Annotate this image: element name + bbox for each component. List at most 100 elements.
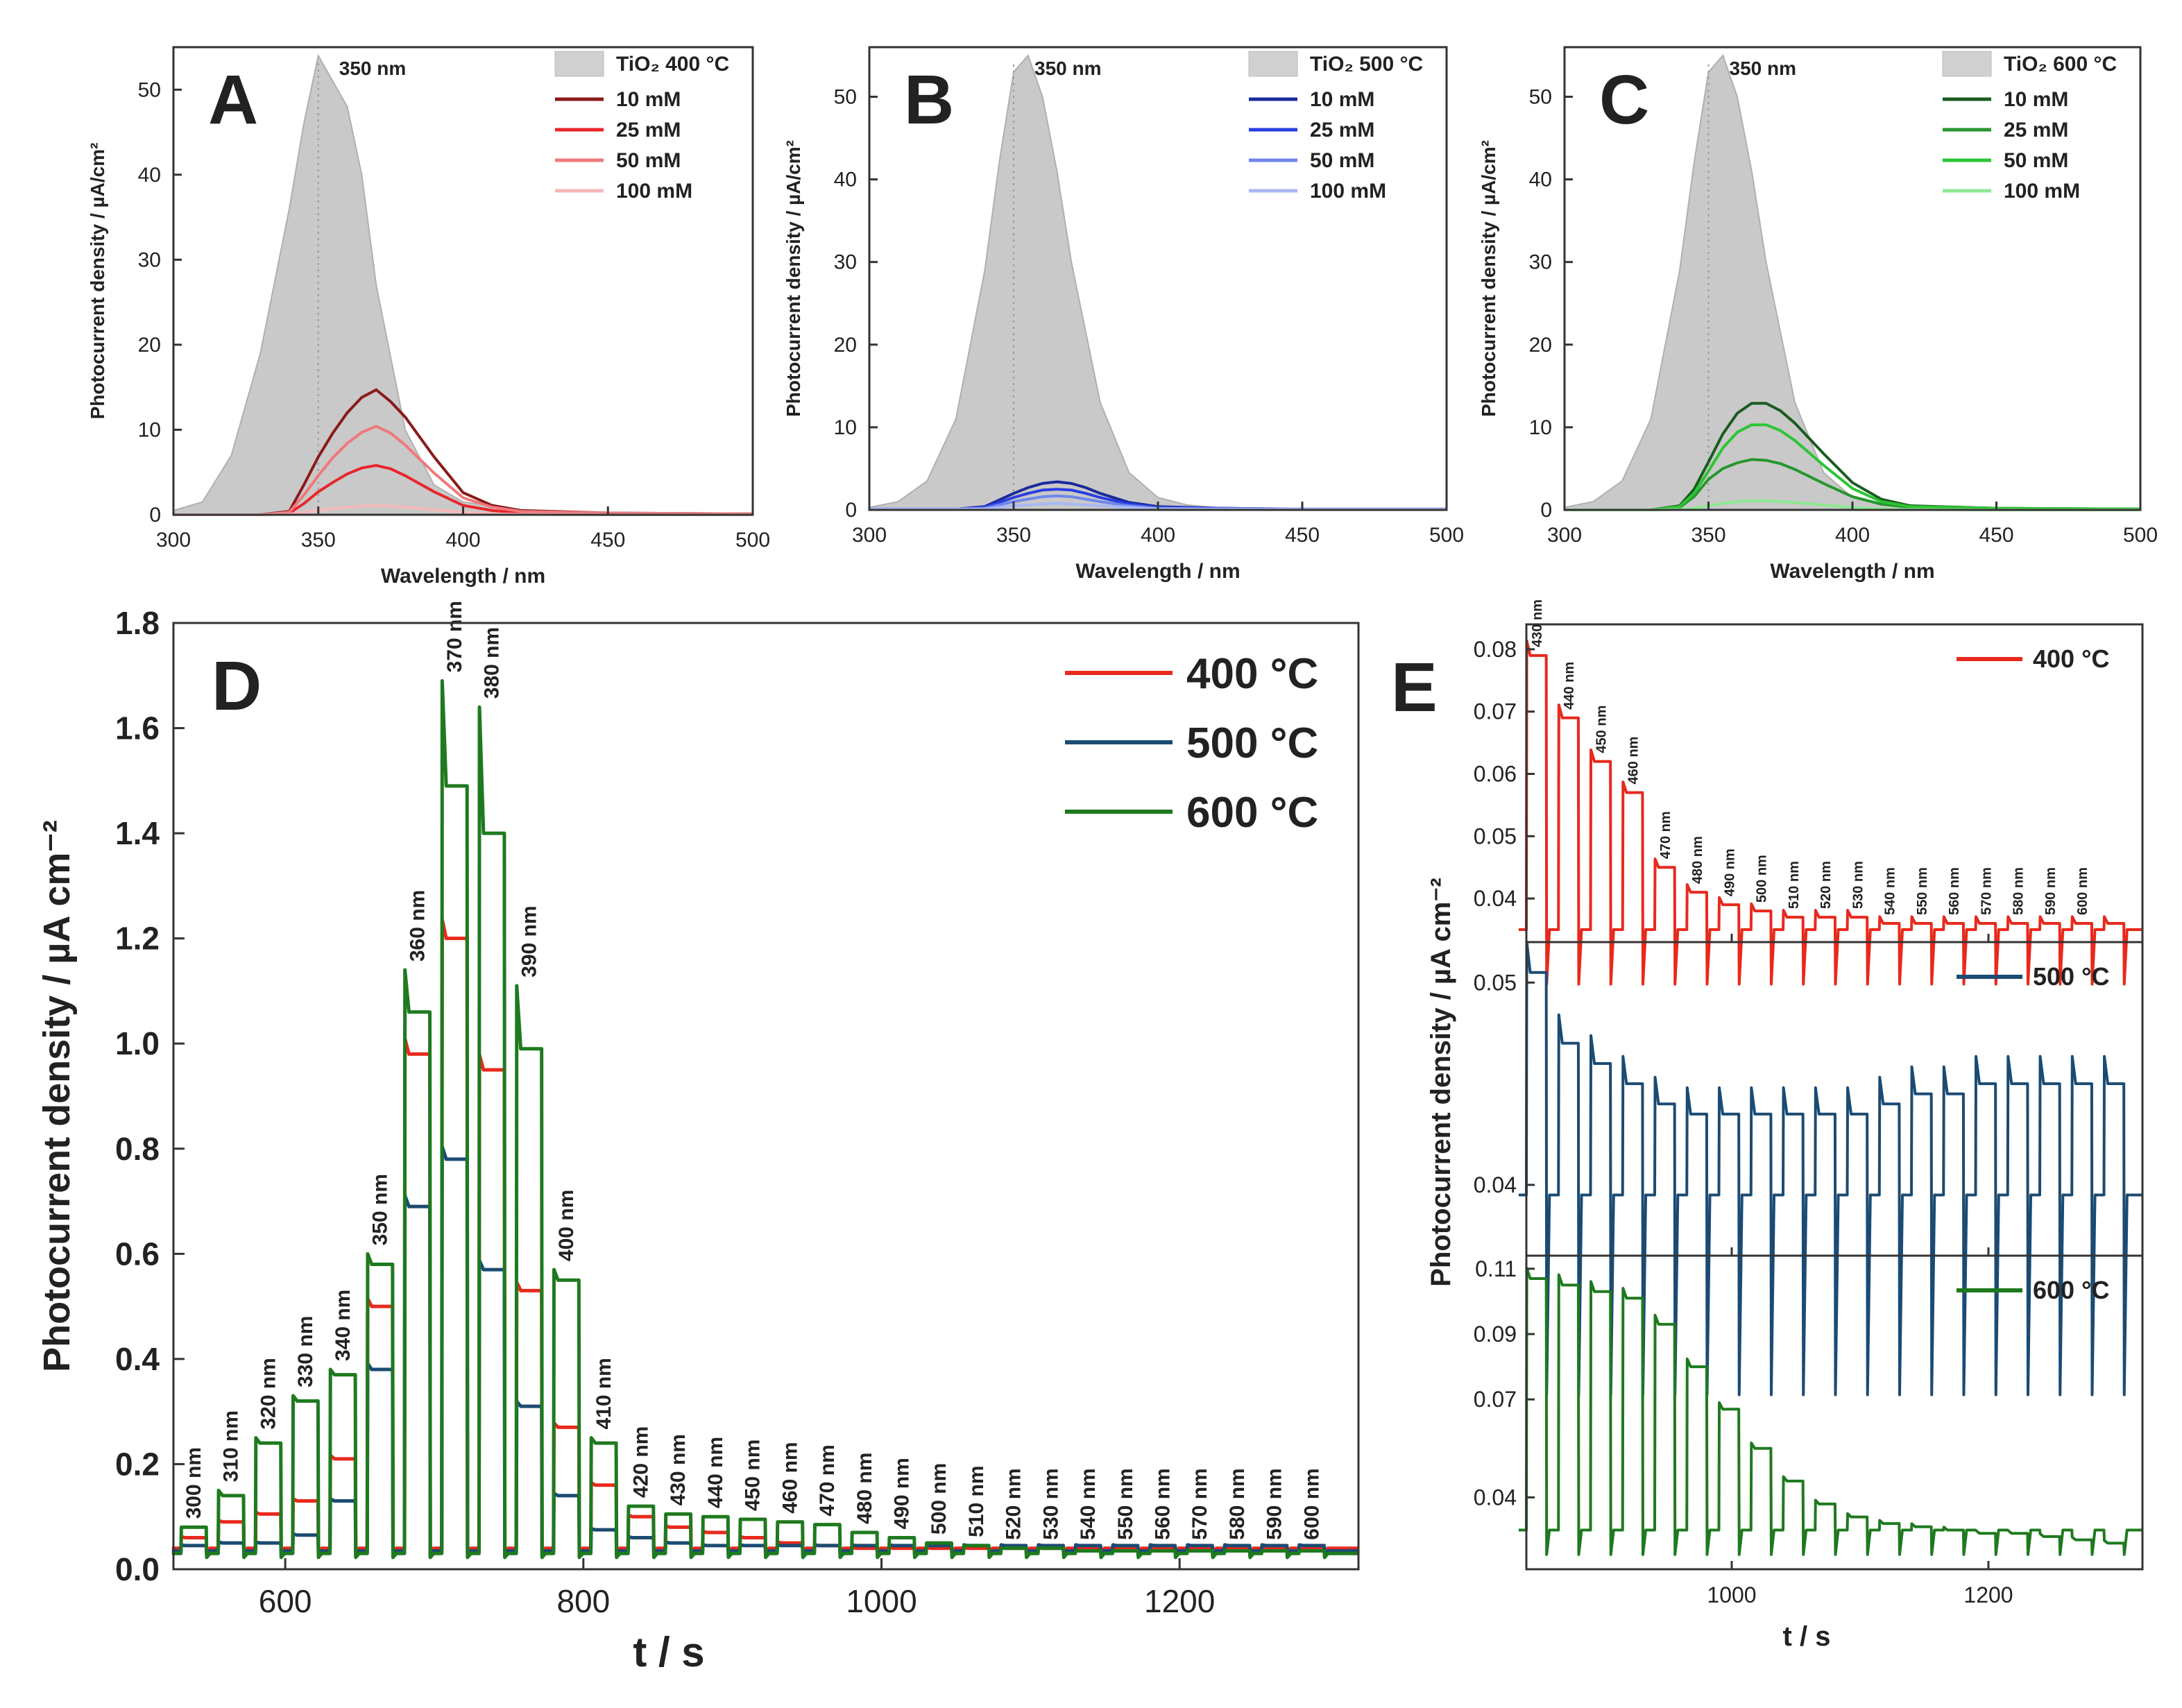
trace-1: [171, 917, 1358, 1555]
series-line-10-mm: [1565, 402, 2141, 511]
trace-2: [1518, 940, 2142, 1397]
legend-label-1: 400 °C: [2033, 644, 2109, 673]
panel-letter: D: [212, 647, 262, 725]
panel-e: 0.04 0.05 0.06 0.07 0.08 400 °C 430 nm 440 nm 45…: [1391, 599, 2144, 1652]
wavelength-label: 440 nm: [704, 1437, 727, 1508]
wavelength-label: 470 nm: [816, 1444, 839, 1516]
x-tick-label: 1200: [1963, 1582, 2013, 1607]
x-tick-label: 400: [1141, 524, 1175, 547]
y-tick-label: 30: [138, 248, 161, 271]
y-tick-label: 0.8: [115, 1131, 160, 1167]
wavelength-label: 310 nm: [220, 1410, 243, 1482]
y-tick-label: 20: [1529, 334, 1552, 357]
legend-label-3: 50 mM: [1310, 149, 1374, 172]
legend-label-reference: TiO₂ 500 °C: [1310, 53, 1423, 76]
x-tick-label: 350: [996, 524, 1031, 547]
y-tick-label: 0.05: [1474, 823, 1517, 848]
series-line-10-mm: [173, 388, 753, 516]
wavelength-label: 390 nm: [518, 905, 540, 977]
legend-label-3: 50 mM: [2004, 149, 2068, 172]
legend-label-reference: TiO₂ 400 °C: [616, 53, 729, 76]
legend-label-reference: TiO₂ 600 °C: [2004, 53, 2117, 76]
y-tick-label: 1.0: [115, 1025, 160, 1061]
legend-label-4: 100 mM: [616, 180, 692, 203]
series-line-25-mm: [1565, 458, 2140, 511]
legend-label-2: 25 mM: [1310, 119, 1374, 142]
y-tick-label: 30: [834, 251, 857, 274]
panel-a: 350 nm 300 350 400 450 500 0 10 20 30 40 50 Waveleng…: [87, 46, 770, 588]
wavelength-label: 600 nm: [1300, 1468, 1323, 1539]
wavelength-label: 550 nm: [1114, 1468, 1137, 1539]
x-tick-label: 300: [1547, 524, 1582, 547]
wavelength-label: 360 nm: [406, 890, 429, 962]
y-tick-label: 1.8: [115, 605, 160, 641]
peak-annotation: 350 nm: [1730, 58, 1797, 79]
x-tick-label: 350: [301, 529, 336, 552]
x-axis-title: Wavelength / nm: [381, 565, 545, 588]
y-tick-label: 0.09: [1474, 1322, 1517, 1347]
x-tick-label: 300: [156, 529, 191, 552]
y-axis-title: Photocurrent density / µA cm⁻²: [1426, 878, 1456, 1286]
legend-swatch-reference: [1942, 51, 1992, 77]
y-axis-title: Photocurrent density / µA/cm²: [1478, 140, 1499, 417]
wavelength-label: 510 nm: [1787, 861, 1802, 909]
wavelength-label: 340 nm: [332, 1290, 355, 1361]
panel-letter: E: [1391, 649, 1438, 726]
wavelength-label: 590 nm: [2043, 867, 2059, 915]
y-tick-label: 50: [1529, 85, 1552, 108]
wavelength-label: 520 nm: [1003, 1468, 1025, 1539]
legend-label-3: 50 mM: [616, 149, 681, 172]
y-tick-label: 40: [1529, 169, 1552, 191]
legend-label-1: 10 mM: [1310, 88, 1374, 111]
y-axis-title: Photocurrent density / µA/cm²: [783, 140, 804, 417]
x-axis-title: Wavelength / nm: [1770, 560, 1934, 583]
y-tick-label: 0: [845, 499, 857, 522]
wavelength-label: 480 nm: [1690, 836, 1705, 884]
wavelength-label: 300 nm: [182, 1447, 205, 1519]
y-tick-label: 0: [149, 504, 161, 527]
wavelength-label: 450 nm: [742, 1440, 765, 1511]
x-tick-label: 500: [2123, 524, 2158, 547]
panel-d: 300 nm 310 nm 320 nm 330 nm 340 nm 350 nm 360 …: [36, 601, 1360, 1675]
wavelength-label: 560 nm: [1947, 867, 1962, 915]
x-tick-label: 350: [1691, 524, 1725, 547]
series-line-50-mm: [173, 425, 753, 516]
y-tick-label: 0.4: [115, 1341, 160, 1377]
peak-annotation: 350 nm: [1034, 58, 1102, 79]
wavelength-label: 470 nm: [1658, 811, 1673, 859]
legend-label-3: 600 °C: [1186, 789, 1318, 837]
y-tick-label: 0.0: [115, 1551, 160, 1587]
trace-3: [171, 678, 1358, 1560]
y-tick-label: 0.6: [115, 1236, 160, 1272]
y-tick-label: 10: [138, 418, 161, 441]
wavelength-label: 430 nm: [667, 1434, 690, 1505]
wavelength-label: 380 nm: [481, 627, 504, 699]
wavelength-label: 420 nm: [630, 1426, 653, 1498]
y-tick-label: 1.6: [115, 710, 160, 746]
legend-label-2: 500 °C: [2033, 962, 2109, 991]
series-line-25-mm: [173, 463, 753, 516]
wavelength-label: 330 nm: [294, 1316, 317, 1387]
legend-label-2: 500 °C: [1186, 719, 1318, 767]
y-tick-label: 10: [834, 416, 857, 439]
y-tick-label: 0.06: [1474, 762, 1517, 787]
y-tick-label: 0.07: [1474, 699, 1517, 724]
y-tick-label: 30: [1529, 251, 1552, 274]
y-tick-label: 20: [138, 334, 161, 357]
wavelength-label: 570 nm: [1188, 1468, 1211, 1539]
legend-label-3: 600 °C: [2033, 1276, 2109, 1304]
wavelength-label: 440 nm: [1562, 662, 1577, 710]
wavelength-label: 510 nm: [965, 1466, 988, 1537]
subplot-frame: [1525, 1254, 2144, 1571]
x-tick-label: 1200: [1144, 1583, 1215, 1619]
x-tick-label: 800: [556, 1583, 610, 1619]
wavelength-label: 430 nm: [1530, 599, 1545, 647]
wavelength-label: 570 nm: [1979, 867, 1994, 915]
wavelength-label: 370 nm: [443, 601, 466, 672]
legend-label-1: 400 °C: [1186, 650, 1318, 698]
wavelength-label: 540 nm: [1077, 1468, 1100, 1539]
y-axis-title: Photocurrent density / µA cm⁻²: [36, 820, 78, 1372]
x-tick-label: 450: [1979, 524, 2013, 547]
wavelength-label: 500 nm: [928, 1463, 951, 1535]
y-tick-label: 0.05: [1474, 970, 1517, 995]
